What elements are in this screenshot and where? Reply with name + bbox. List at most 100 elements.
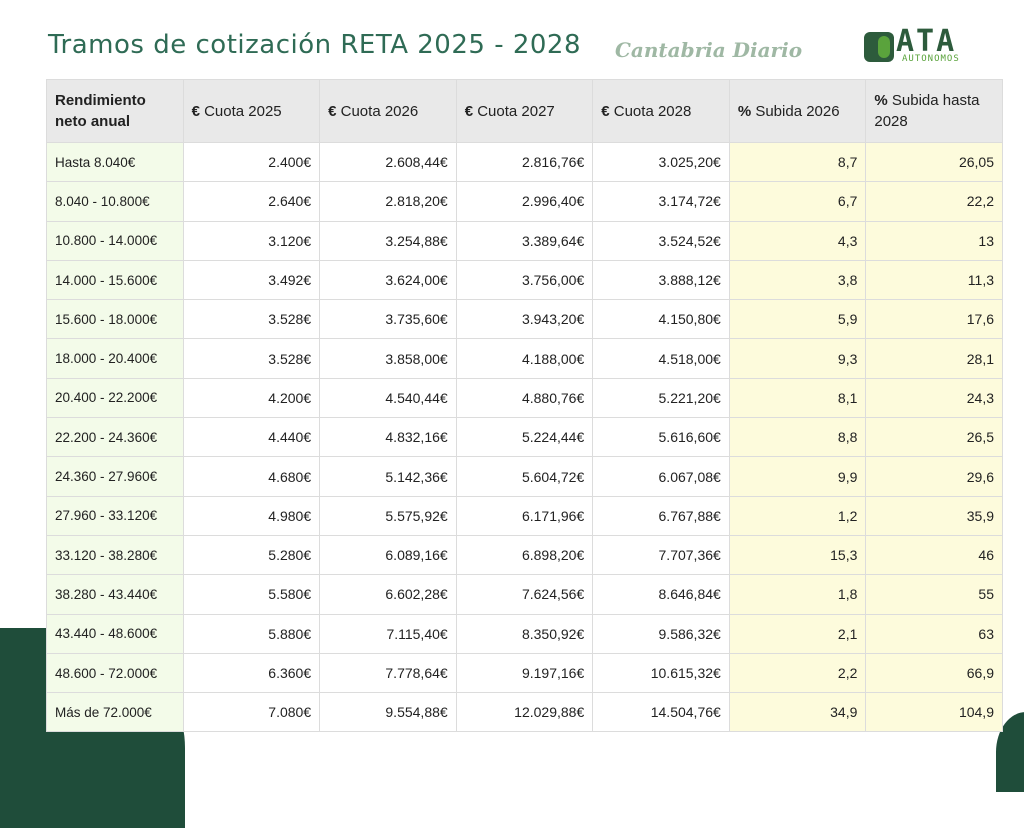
quota-cell: 3.735,60€ [319,299,457,340]
table-row: 14.000 - 15.600€ 3.492€ 3.624,00€ 3.756,00€… [46,259,1003,301]
quota-cell: 6.171,96€ [455,495,594,536]
quota-cell: 5.280€ [182,534,321,576]
income-bracket-cell: 22.200 - 24.360€ [46,417,184,458]
table-row: Hasta 8.040€ 2.400€ 2.608,44€ 2.816,76€ 3.02… [46,141,1003,183]
percent-cell: 34,9 [728,692,867,733]
watermark: Cantabria Diario [615,38,803,62]
header-symbol: € [191,102,200,120]
table-row: 24.360 - 27.960€ 4.680€ 5.142,36€ 5.604,72€… [46,456,1003,497]
percent-cell: 66,9 [865,652,1003,694]
header-label: Cuota 2028 [609,102,692,120]
income-bracket-cell: 27.960 - 33.120€ [46,495,184,536]
quota-cell: 8.646,84€ [592,574,730,615]
header-label: Cuota 2026 [336,102,419,120]
header-label: Rendimiento neto anual [55,92,146,130]
logo-subtext: AUTONOMOS [902,54,960,64]
quota-cell: 2.996,40€ [455,181,594,222]
quota-cell: 3.756,00€ [455,259,594,301]
logo-mark-icon [864,32,894,62]
table-row: Más de 72.000€ 7.080€ 9.554,88€ 12.029,88€ 1… [46,692,1003,733]
quota-cell: 4.980€ [182,495,321,536]
table-row: 48.600 - 72.000€ 6.360€ 7.778,64€ 9.197,16€… [46,652,1003,694]
percent-cell: 1,8 [728,574,867,615]
quota-cell: 9.586,32€ [592,613,730,654]
quota-cell: 5.880€ [182,613,321,654]
column-header: € Cuota 2026 [319,79,457,143]
quota-cell: 3.524,52€ [592,220,730,261]
percent-cell: 11,3 [865,259,1003,301]
quota-cell: 4.880,76€ [455,377,594,419]
percent-cell: 55 [865,574,1003,615]
column-header: € Cuota 2025 [182,79,321,143]
percent-cell: 29,6 [865,456,1003,497]
quota-cell: 3.888,12€ [592,259,730,301]
income-bracket-cell: 15.600 - 18.000€ [46,299,184,340]
percent-cell: 2,2 [728,652,867,694]
column-header: Rendimiento neto anual [46,79,184,143]
percent-cell: 13 [865,220,1003,261]
table-row: 43.440 - 48.600€ 5.880€ 7.115,40€ 8.350,92€… [46,613,1003,654]
quota-cell: 3.389,64€ [455,220,594,261]
income-bracket-cell: 33.120 - 38.280€ [46,534,184,576]
percent-cell: 17,6 [865,299,1003,340]
income-bracket-cell: 24.360 - 27.960€ [46,456,184,497]
quota-cell: 3.858,00€ [319,338,457,379]
header-label: Subida hasta 2028 [874,92,980,130]
quota-cell: 4.440€ [182,417,321,458]
percent-cell: 6,7 [728,181,867,222]
page-title: Tramos de cotización RETA 2025 - 2028 [48,30,582,60]
percent-cell: 22,2 [865,181,1003,222]
income-bracket-cell: Hasta 8.040€ [46,141,184,183]
logo-text: ATA [896,24,957,59]
quota-cell: 4.518,00€ [592,338,730,379]
percent-cell: 35,9 [865,495,1003,536]
column-header: % Subida 2026 [728,79,867,143]
quota-cell: 7.115,40€ [319,613,457,654]
percent-cell: 15,3 [728,534,867,576]
header-symbol: € [601,102,610,120]
quota-cell: 5.604,72€ [455,456,594,497]
header-symbol: % [737,102,752,120]
header-row: Rendimiento neto anual € Cuota 2025 € Cuot… [46,79,1003,143]
income-bracket-cell: 38.280 - 43.440€ [46,574,184,615]
quota-cell: 2.608,44€ [319,141,457,183]
table-row: 27.960 - 33.120€ 4.980€ 5.575,92€ 6.171,96€… [46,495,1003,536]
quota-cell: 4.200€ [182,377,321,419]
quota-cell: 4.540,44€ [319,377,457,419]
percent-cell: 24,3 [865,377,1003,419]
percent-cell: 8,7 [728,141,867,183]
quota-cell: 4.188,00€ [455,338,594,379]
income-bracket-cell: 8.040 - 10.800€ [46,181,184,222]
quota-cell: 5.224,44€ [455,417,594,458]
quota-cell: 6.602,28€ [319,574,457,615]
quota-cell: 9.554,88€ [319,692,457,733]
income-bracket-cell: 48.600 - 72.000€ [46,652,184,694]
percent-cell: 3,8 [728,259,867,301]
percent-cell: 63 [865,613,1003,654]
quota-cell: 3.254,88€ [319,220,457,261]
percent-cell: 8,8 [728,417,867,458]
table-row: 20.400 - 22.200€ 4.200€ 4.540,44€ 4.880,76€… [46,377,1003,419]
quota-cell: 9.197,16€ [455,652,594,694]
quota-cell: 3.492€ [182,259,321,301]
percent-cell: 1,2 [728,495,867,536]
column-header: € Cuota 2028 [592,79,730,143]
quota-cell: 10.615,32€ [592,652,730,694]
quota-cell: 2.640€ [182,181,321,222]
percent-cell: 4,3 [728,220,867,261]
quota-cell: 6.898,20€ [455,534,594,576]
income-bracket-cell: 43.440 - 48.600€ [46,613,184,654]
quota-cell: 8.350,92€ [455,613,594,654]
percent-cell: 28,1 [865,338,1003,379]
column-header: € Cuota 2027 [455,79,594,143]
quota-cell: 3.025,20€ [592,141,730,183]
ata-logo: ATA AUTONOMOS [864,24,976,66]
header-label: Cuota 2027 [473,102,555,120]
quota-cell: 2.816,76€ [455,141,594,183]
quota-cell: 3.174,72€ [592,181,730,222]
percent-cell: 5,9 [728,299,867,340]
column-header: % Subida hasta 2028 [865,79,1003,143]
income-bracket-cell: 10.800 - 14.000€ [46,220,184,261]
header-label: Subida 2026 [751,102,840,120]
table-row: 10.800 - 14.000€ 3.120€ 3.254,88€ 3.389,64€… [46,220,1003,261]
